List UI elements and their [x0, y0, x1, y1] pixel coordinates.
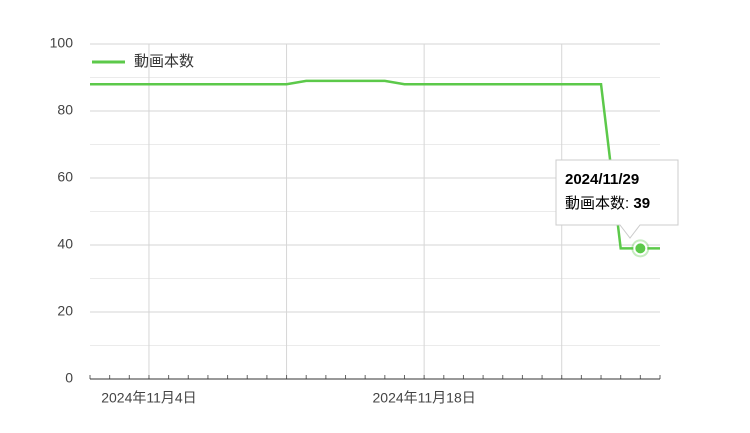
tooltip-body: 動画本数: 39: [565, 195, 650, 212]
y-tick-label: 20: [57, 303, 73, 319]
y-tick-label: 80: [57, 102, 73, 118]
y-tick-label: 60: [57, 169, 73, 185]
tooltip-label: 動画本数: [565, 195, 625, 212]
tooltip-title: 2024/11/29: [565, 171, 639, 188]
x-tick-label: 2024年11月18日: [373, 390, 476, 406]
tooltip-box: [555, 159, 679, 239]
x-tick-label: 2024年11月4日: [101, 390, 196, 406]
legend-label: 動画本数: [134, 53, 194, 70]
y-tick-label: 100: [50, 35, 74, 51]
tooltip-value: 39: [633, 195, 650, 212]
line: [90, 79, 660, 250]
highlight-dot: [633, 241, 648, 256]
y-tick-label: 0: [65, 370, 73, 386]
y-tick-label: 40: [57, 236, 73, 252]
